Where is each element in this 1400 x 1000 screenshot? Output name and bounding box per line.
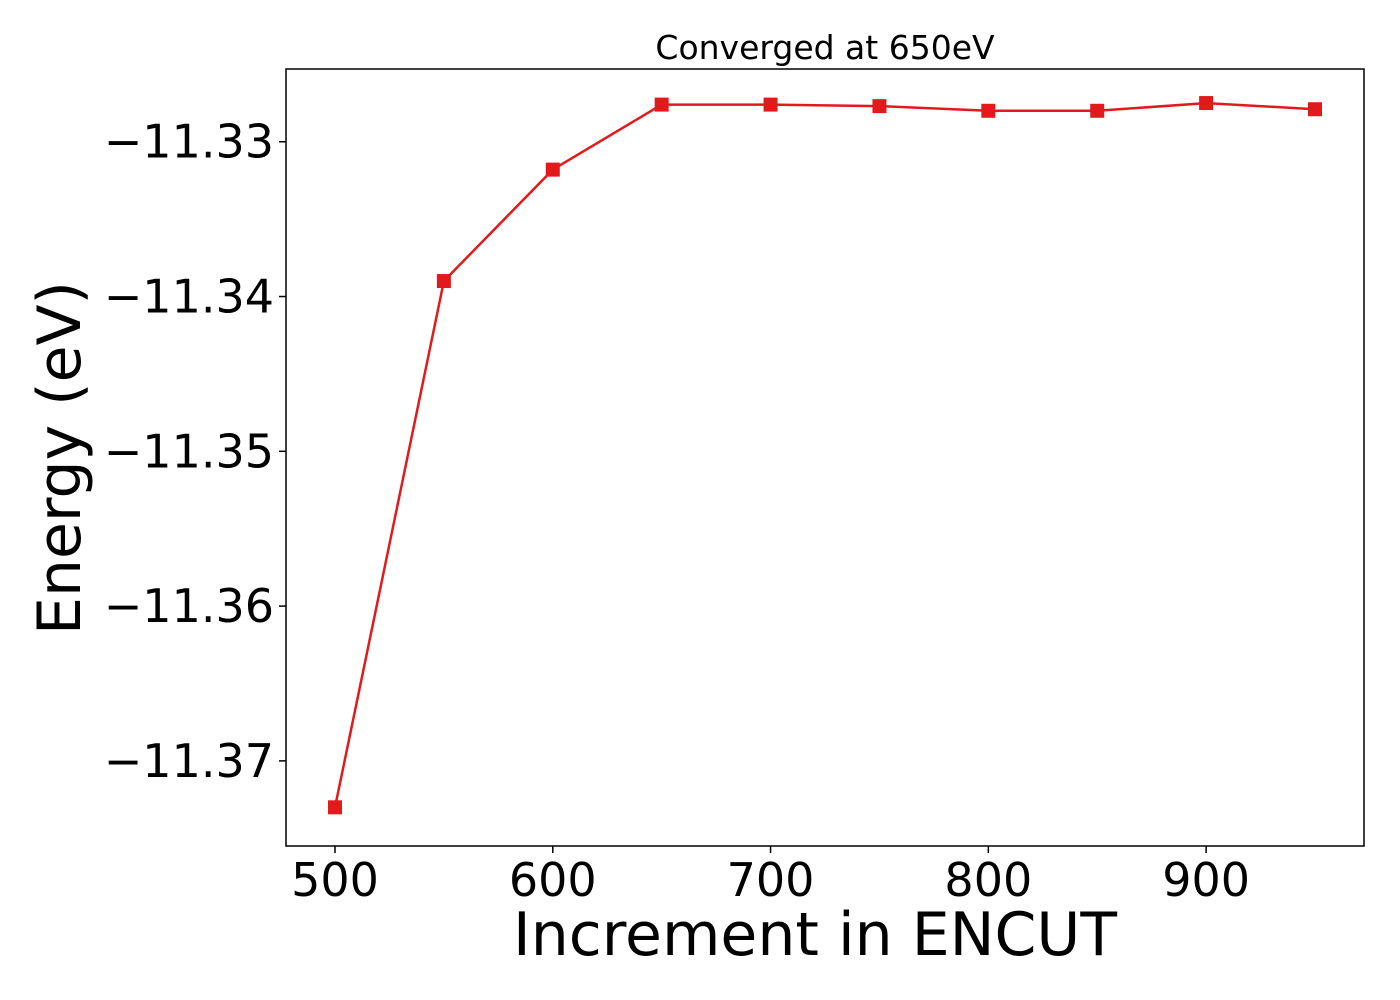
y-tick-label: −11.33 xyxy=(104,115,274,169)
x-tick-label: 800 xyxy=(944,853,1032,907)
x-axis-ticks: 500 600 700 800 900 xyxy=(291,846,1250,907)
data-point-marker xyxy=(981,103,996,118)
plot-background xyxy=(286,69,1364,846)
y-tick-label: −11.36 xyxy=(104,579,274,633)
data-point-marker xyxy=(1308,102,1322,117)
y-axis-title: Energy (eV) xyxy=(25,281,95,635)
x-tick-label: 700 xyxy=(727,853,815,907)
y-tick-label: −11.35 xyxy=(104,424,274,478)
x-tick-label: 600 xyxy=(509,853,597,907)
data-point-marker xyxy=(436,274,451,289)
data-point-marker xyxy=(328,800,342,815)
data-point-marker xyxy=(763,97,778,112)
y-tick-label: −11.34 xyxy=(104,270,274,324)
x-tick-label: 900 xyxy=(1162,853,1250,907)
y-axis-ticks: −11.37 −11.36 −11.35 −11.34 −11.33 xyxy=(104,115,286,788)
x-axis-title: Increment in ENCUT xyxy=(513,900,1117,970)
data-point-marker xyxy=(872,99,887,114)
data-point-marker xyxy=(1090,103,1105,118)
data-point-marker xyxy=(1199,96,1214,111)
data-point-marker xyxy=(545,162,560,177)
data-point-marker xyxy=(654,97,669,112)
y-tick-label: −11.37 xyxy=(104,734,274,788)
x-tick-label: 500 xyxy=(291,853,379,907)
series-layer xyxy=(328,96,1322,815)
plot-frame xyxy=(285,68,1365,847)
chart-title: Converged at 650eV xyxy=(655,28,995,67)
series-line xyxy=(333,101,1316,808)
